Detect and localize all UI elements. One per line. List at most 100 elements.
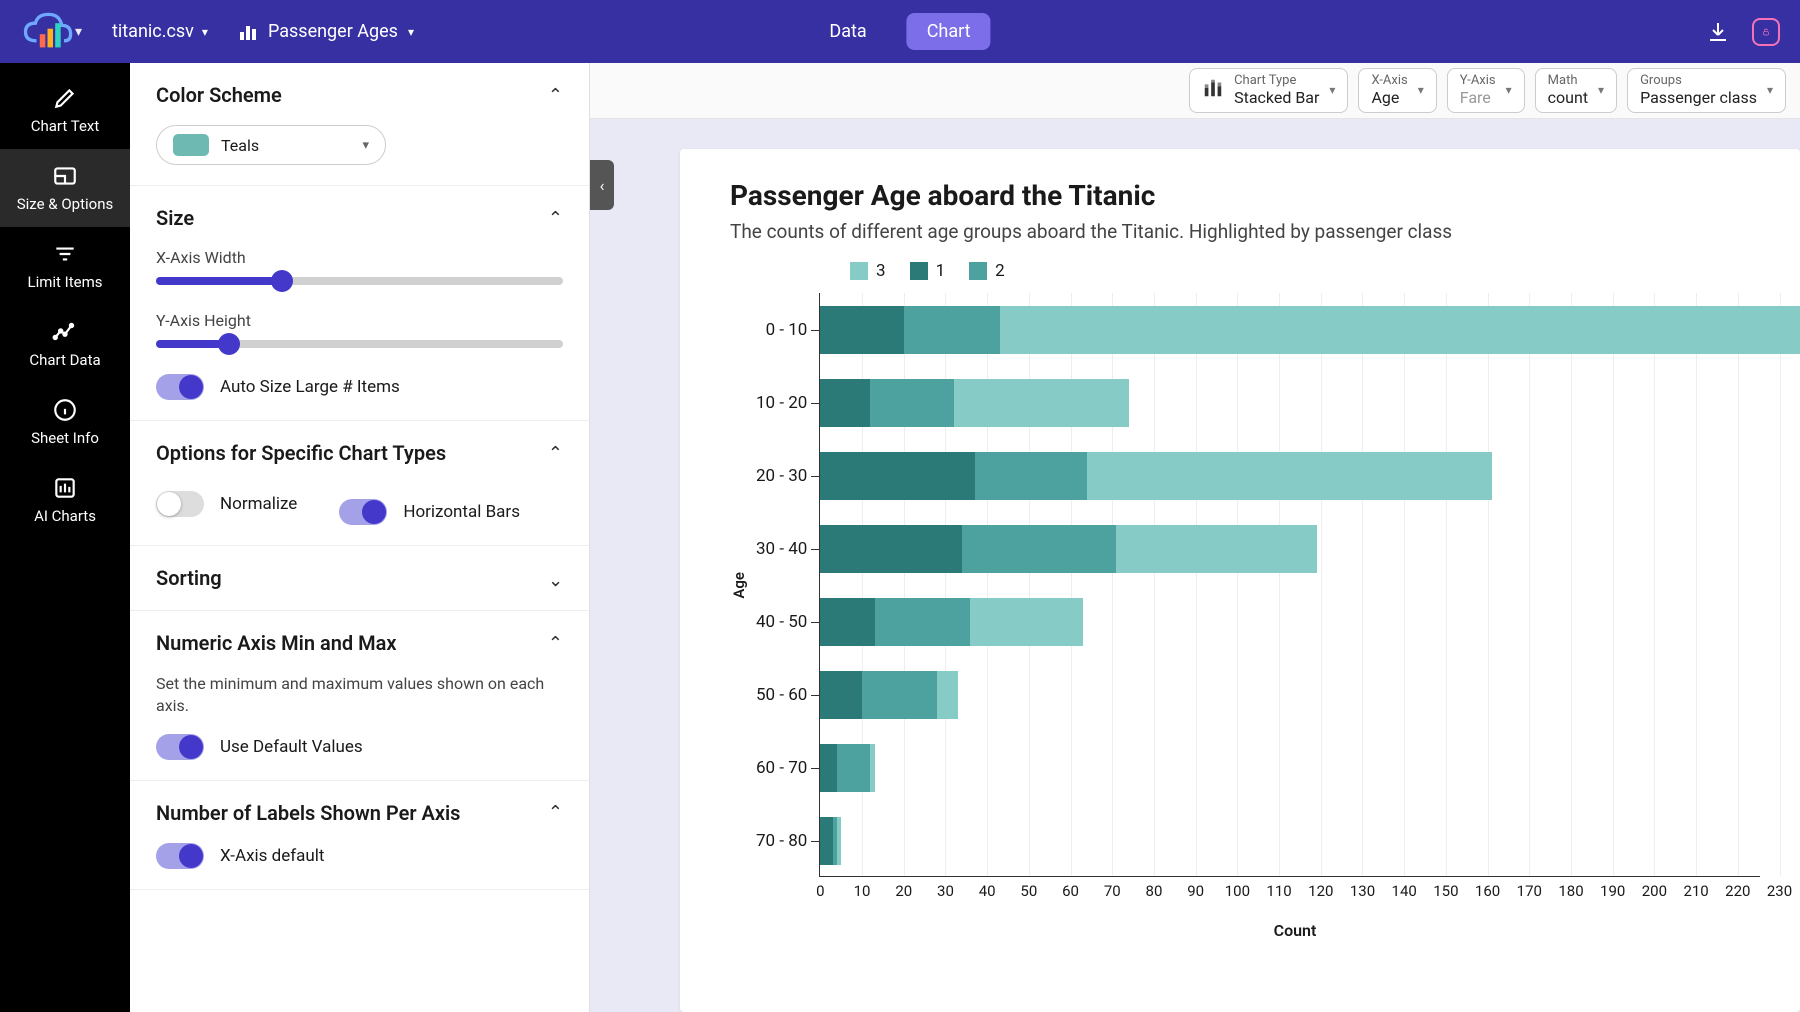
x-tick: 110	[1266, 882, 1291, 900]
pencil-icon	[52, 85, 78, 111]
bar-segment	[954, 379, 1129, 427]
color-swatch	[173, 134, 209, 156]
panel-collapse-handle[interactable]: ‹	[590, 160, 614, 210]
sidebar-chart-text[interactable]: Chart Text	[0, 71, 130, 149]
legend-item[interactable]: 3	[850, 261, 886, 281]
caret-down-icon: ▾	[1598, 83, 1604, 97]
y-height-slider[interactable]	[156, 340, 563, 348]
chart-area: Chart Type Stacked Bar ▾ X-Axis Age ▾ Y-…	[590, 63, 1800, 1012]
x-axis-selector[interactable]: X-Axis Age ▾	[1358, 68, 1436, 113]
bar-row[interactable]	[820, 744, 874, 792]
sidebar-label: Chart Data	[29, 351, 100, 369]
auto-size-toggle[interactable]	[156, 374, 204, 400]
sidebar-sheet-info[interactable]: Sheet Info	[0, 383, 130, 461]
x-width-label: X-Axis Width	[156, 248, 563, 267]
bar-segment	[820, 306, 903, 354]
selector-value: Fare	[1460, 89, 1496, 107]
sidebar-label: Sheet Info	[31, 429, 99, 447]
bar-segment	[837, 817, 841, 865]
x-tick: 80	[1146, 882, 1163, 900]
section-title: Options for Specific Chart Types	[156, 441, 446, 465]
sidebar-limit-items[interactable]: Limit Items	[0, 227, 130, 305]
math-selector[interactable]: Math count ▾	[1535, 68, 1617, 113]
normalize-toggle[interactable]	[156, 491, 204, 517]
bar-row[interactable]	[820, 598, 1083, 646]
aspect-ratio-icon	[52, 163, 78, 189]
bar-segment	[975, 452, 1088, 500]
x-tick: 160	[1475, 882, 1500, 900]
default-values-toggle[interactable]	[156, 734, 204, 760]
bar-row[interactable]	[820, 379, 1129, 427]
legend-label: 1	[936, 261, 946, 281]
bar-row[interactable]	[820, 306, 1800, 354]
sidebar-ai-charts[interactable]: AI Charts	[0, 461, 130, 539]
bar-segment	[962, 525, 1116, 573]
y-axis-selector[interactable]: Y-Axis Fare ▾	[1447, 68, 1525, 113]
bar-row[interactable]	[820, 671, 958, 719]
selector-value: Passenger class	[1640, 89, 1757, 107]
selector-label: Math	[1548, 74, 1588, 89]
bar-row[interactable]	[820, 525, 1316, 573]
bar-segment	[904, 306, 1000, 354]
bar-segment	[870, 379, 953, 427]
x-tick: 60	[1062, 882, 1079, 900]
x-axis-default-toggle[interactable]	[156, 843, 204, 869]
x-tick: 200	[1642, 882, 1667, 900]
app-logo[interactable]	[20, 11, 75, 53]
legend-item[interactable]: 1	[910, 261, 946, 281]
tab-chart[interactable]: Chart	[907, 13, 991, 50]
tab-data[interactable]: Data	[809, 13, 886, 50]
caret-down-icon: ▾	[1506, 83, 1512, 97]
file-name: titanic.csv	[112, 21, 194, 42]
bar-segment	[820, 598, 874, 646]
section-description: Set the minimum and maximum values shown…	[156, 673, 563, 718]
section-color-scheme-header[interactable]: Color Scheme ⌃	[156, 83, 563, 107]
y-height-label: Y-Axis Height	[156, 311, 563, 330]
chart-name: Passenger Ages	[268, 21, 398, 42]
sidebar-size-options[interactable]: Size & Options	[0, 149, 130, 227]
caret-down-icon: ▾	[1329, 83, 1335, 97]
y-axis-label: Age	[730, 572, 748, 599]
selector-label: X-Axis	[1371, 74, 1407, 89]
x-tick: 130	[1350, 882, 1375, 900]
bar-row[interactable]	[820, 817, 841, 865]
bar-segment	[820, 817, 833, 865]
options-panel: Color Scheme ⌃ Teals ▾ Size ⌃ X-Axis Wid…	[130, 63, 590, 1012]
x-width-slider[interactable]	[156, 277, 563, 285]
horizontal-bars-toggle[interactable]	[339, 499, 387, 525]
chart-selector[interactable]: Passenger Ages ▾	[238, 21, 414, 42]
chevron-up-icon: ⌃	[548, 208, 563, 229]
chart-subtitle: The counts of different age groups aboar…	[730, 220, 1760, 243]
x-tick: 40	[979, 882, 996, 900]
y-tick: 50 - 60	[756, 685, 807, 705]
color-scheme-dropdown[interactable]: Teals ▾	[156, 125, 386, 165]
section-axis-minmax-header[interactable]: Numeric Axis Min and Max ⌃	[156, 631, 563, 655]
bar-row[interactable]	[820, 452, 1491, 500]
selector-value: Age	[1371, 89, 1407, 107]
y-tick: 20 - 30	[756, 466, 807, 486]
legend-item[interactable]: 2	[969, 261, 1005, 281]
y-tick: 0 - 10	[766, 320, 808, 340]
bar-segment	[970, 598, 1083, 646]
bar-segment	[1116, 525, 1316, 573]
bar-segment	[937, 671, 958, 719]
bar-segment	[820, 452, 974, 500]
bar-segment	[820, 744, 837, 792]
section-labels-per-axis-header[interactable]: Number of Labels Shown Per Axis ⌃	[156, 801, 563, 825]
section-chart-types-header[interactable]: Options for Specific Chart Types ⌃	[156, 441, 563, 465]
section-size-header[interactable]: Size ⌃	[156, 206, 563, 230]
x-tick: 150	[1433, 882, 1458, 900]
chart-type-selector[interactable]: Chart Type Stacked Bar ▾	[1189, 68, 1348, 113]
file-selector[interactable]: titanic.csv ▾	[112, 21, 208, 42]
lock-button[interactable]	[1752, 18, 1780, 46]
legend-label: 3	[876, 261, 886, 281]
sidebar-chart-data[interactable]: Chart Data	[0, 305, 130, 383]
download-button[interactable]	[1704, 18, 1732, 46]
bar-segment	[862, 671, 937, 719]
groups-selector[interactable]: Groups Passenger class ▾	[1627, 68, 1786, 113]
sidebar-label: AI Charts	[34, 507, 96, 525]
section-sorting-header[interactable]: Sorting ⌃	[156, 566, 563, 590]
caret-down-icon: ▾	[1418, 83, 1424, 97]
workspace-dropdown[interactable]: ▾	[75, 24, 82, 40]
caret-down-icon: ▾	[408, 25, 414, 39]
